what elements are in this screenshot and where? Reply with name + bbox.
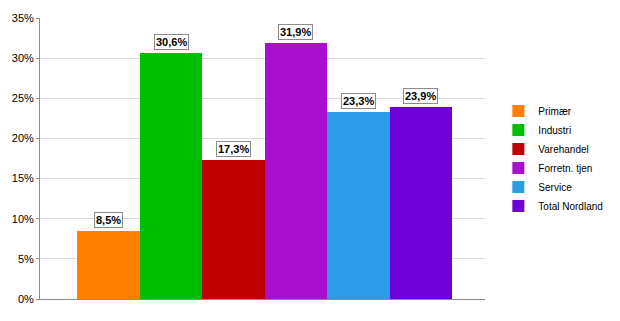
svg-text:Varehandel: Varehandel [538, 144, 588, 155]
svg-text:30,6%: 30,6% [156, 36, 187, 48]
svg-text:25%: 25% [12, 92, 34, 104]
svg-text:Total Nordland: Total Nordland [538, 201, 602, 212]
svg-text:23,3%: 23,3% [343, 95, 374, 107]
svg-text:23,9%: 23,9% [405, 90, 436, 102]
svg-text:Service: Service [538, 182, 572, 193]
svg-text:10%: 10% [12, 213, 34, 225]
svg-text:0%: 0% [18, 293, 34, 305]
svg-text:5%: 5% [18, 253, 34, 265]
svg-text:Primær: Primær [538, 106, 571, 117]
svg-text:Industri: Industri [538, 125, 571, 136]
svg-text:15%: 15% [12, 172, 34, 184]
svg-text:17,3%: 17,3% [218, 143, 249, 155]
svg-text:30%: 30% [12, 52, 34, 64]
svg-text:Forretn. tjen: Forretn. tjen [538, 163, 592, 174]
svg-text:31,9%: 31,9% [280, 26, 311, 38]
svg-text:35%: 35% [12, 12, 34, 24]
svg-text:20%: 20% [12, 132, 34, 144]
svg-text:8,5%: 8,5% [96, 214, 121, 226]
